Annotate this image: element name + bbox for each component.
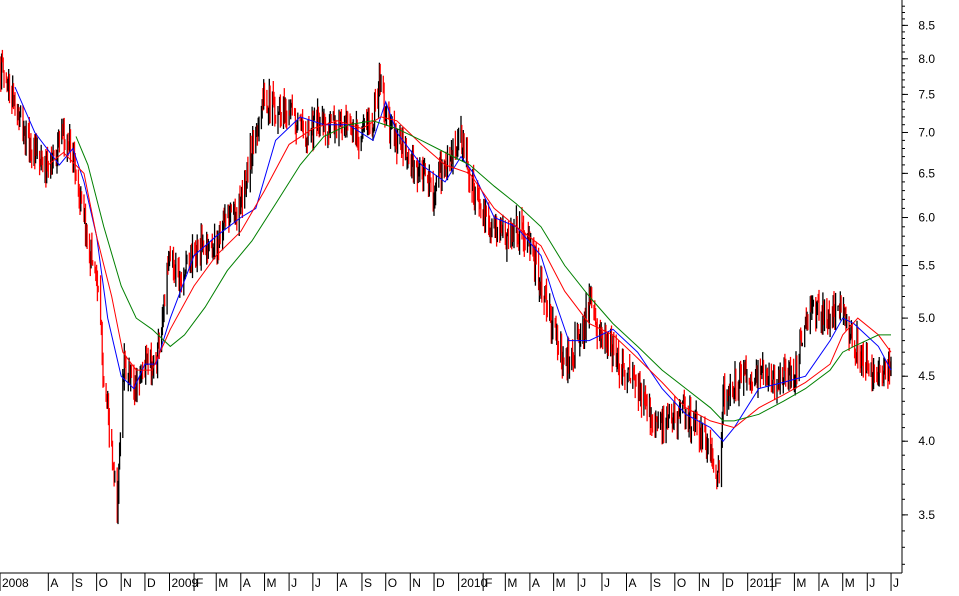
x-tick-label: A xyxy=(50,576,58,590)
x-tick-label: S xyxy=(75,576,83,590)
x-tick-label: O xyxy=(99,576,108,590)
ma-slow-line xyxy=(75,120,891,422)
x-tick-label: 2011 xyxy=(750,576,776,590)
x-tick-label: A xyxy=(821,576,829,590)
x-tick-label: F xyxy=(196,576,203,590)
x-tick-label: O xyxy=(677,576,686,590)
y-axis-ticks: 3.5 4.0 4.5 5.0 5.5 6.0 6.5 7.0 7.5 8.0 8.5 xyxy=(902,5,935,565)
x-tick-label: D xyxy=(725,576,734,590)
x-tick-label: N xyxy=(701,576,710,590)
x-tick-label: A xyxy=(243,576,251,590)
x-tick-label: M xyxy=(796,576,806,590)
y-tick-label: 7.0 xyxy=(918,125,935,139)
x-tick-label: J xyxy=(291,576,297,590)
x-tick-label: M xyxy=(267,576,277,590)
x-tick-label: 2008 xyxy=(2,576,29,590)
x-tick-label: 2010 xyxy=(461,576,488,590)
x-tick-label: A xyxy=(532,576,540,590)
x-tick-label: A xyxy=(339,576,347,590)
y-tick-label: 4.5 xyxy=(918,369,935,383)
y-tick-label: 8.5 xyxy=(918,18,935,32)
x-tick-label: 2009 xyxy=(171,576,198,590)
y-tick-label: 8.0 xyxy=(918,52,935,66)
x-tick-label: J xyxy=(893,576,899,590)
y-tick-label: 7.5 xyxy=(918,87,935,101)
x-tick-label: D xyxy=(147,576,156,590)
x-tick-label: M xyxy=(556,576,566,590)
x-tick-label: M xyxy=(845,576,855,590)
y-tick-label: 6.5 xyxy=(918,166,935,180)
y-tick-label: 6.0 xyxy=(918,211,935,225)
price-bars xyxy=(0,49,892,525)
x-tick-label: N xyxy=(123,576,132,590)
x-tick-label: D xyxy=(436,576,445,590)
x-tick-label: A xyxy=(629,576,637,590)
axes xyxy=(0,0,903,574)
x-tick-label: F xyxy=(774,576,781,590)
x-tick-label: M xyxy=(507,576,517,590)
x-tick-label: S xyxy=(364,576,372,590)
moving-average-lines xyxy=(14,86,892,442)
x-tick-label: J xyxy=(315,576,321,590)
x-tick-label: S xyxy=(653,576,661,590)
y-tick-label: 5.5 xyxy=(918,259,935,273)
y-tick-label: 5.0 xyxy=(918,311,935,325)
x-tick-label: O xyxy=(388,576,397,590)
x-tick-label: F xyxy=(485,576,492,590)
ma-mid-line xyxy=(47,116,892,429)
x-tick-label: J xyxy=(604,576,610,590)
y-tick-label: 3.5 xyxy=(918,508,935,522)
y-tick-label: 4.0 xyxy=(918,434,935,448)
x-tick-label: M xyxy=(218,576,228,590)
x-tick-label: J xyxy=(869,576,875,590)
ma-fast-line xyxy=(14,86,892,442)
x-tick-label: J xyxy=(580,576,586,590)
x-tick-label: N xyxy=(412,576,421,590)
